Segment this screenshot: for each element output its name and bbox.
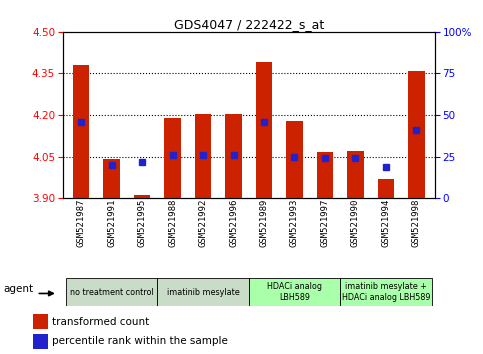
Text: GSM521996: GSM521996: [229, 199, 238, 247]
Text: GSM521989: GSM521989: [259, 199, 269, 247]
Text: GSM521988: GSM521988: [168, 199, 177, 247]
Bar: [249, 278, 340, 306]
Bar: [347, 151, 364, 198]
Bar: [316, 153, 333, 198]
Bar: [195, 114, 212, 198]
Text: agent: agent: [3, 284, 33, 294]
Bar: [164, 118, 181, 198]
Text: GSM521987: GSM521987: [77, 199, 85, 247]
Bar: [33, 334, 48, 348]
Bar: [378, 179, 394, 198]
Text: GSM521990: GSM521990: [351, 199, 360, 247]
Text: GSM521991: GSM521991: [107, 199, 116, 247]
Bar: [134, 195, 150, 198]
Text: GSM521993: GSM521993: [290, 199, 299, 247]
Text: GSM521997: GSM521997: [320, 199, 329, 247]
Bar: [157, 278, 249, 306]
Text: percentile rank within the sample: percentile rank within the sample: [53, 336, 228, 346]
Bar: [408, 71, 425, 198]
Text: imatinib mesylate: imatinib mesylate: [167, 287, 240, 297]
Bar: [256, 62, 272, 198]
Bar: [340, 278, 432, 306]
Title: GDS4047 / 222422_s_at: GDS4047 / 222422_s_at: [173, 18, 324, 31]
Bar: [73, 65, 89, 198]
Bar: [286, 121, 303, 198]
Bar: [225, 114, 242, 198]
Text: GSM521998: GSM521998: [412, 199, 421, 247]
Text: HDACi analog
LBH589: HDACi analog LBH589: [267, 282, 322, 302]
Text: transformed count: transformed count: [53, 316, 150, 327]
Bar: [103, 159, 120, 198]
Text: imatinib mesylate +
HDACi analog LBH589: imatinib mesylate + HDACi analog LBH589: [341, 282, 430, 302]
Bar: [66, 278, 157, 306]
Text: GSM521994: GSM521994: [382, 199, 390, 247]
Text: GSM521995: GSM521995: [138, 199, 146, 247]
Bar: [33, 314, 48, 329]
Text: GSM521992: GSM521992: [199, 199, 208, 247]
Text: no treatment control: no treatment control: [70, 287, 154, 297]
